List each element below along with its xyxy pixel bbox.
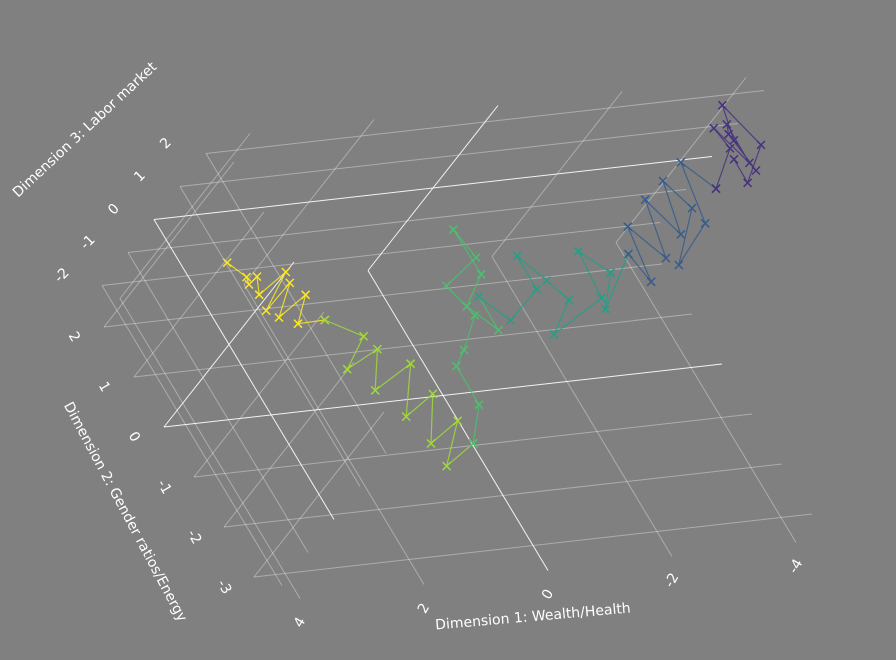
plot-area: [222, 100, 766, 471]
grid-line: [101, 222, 661, 286]
point-marker: [725, 143, 735, 153]
grid-line: [163, 363, 723, 428]
point-marker: [441, 281, 451, 291]
point-marker: [658, 176, 668, 186]
grid-line: [153, 156, 713, 220]
point-marker: [359, 331, 369, 341]
point-marker: [426, 438, 436, 449]
grid-line: [127, 189, 687, 253]
point-marker: [505, 315, 515, 325]
point-marker: [751, 165, 761, 176]
grid-line: [153, 219, 335, 520]
grid-line: [179, 123, 739, 187]
grid-line: [253, 513, 813, 578]
point-marker: [549, 329, 559, 340]
y-tick-label: -2: [184, 527, 205, 547]
point-marker: [687, 203, 697, 213]
point-marker: [700, 218, 710, 228]
point-marker: [406, 359, 416, 369]
trajectory-line: [445, 229, 499, 444]
grid-line: [193, 413, 753, 478]
point-marker: [661, 253, 671, 263]
point-marker: [281, 267, 291, 277]
point-marker: [596, 293, 606, 303]
point-marker: [370, 385, 380, 395]
point-marker: [474, 400, 484, 410]
point-marker: [342, 364, 352, 374]
point-marker: [401, 412, 411, 422]
point-marker: [252, 272, 262, 282]
grid-line: [133, 313, 693, 378]
point-marker: [640, 195, 650, 205]
point-marker: [623, 222, 633, 232]
point-marker: [493, 325, 503, 335]
point-marker: [532, 284, 542, 294]
grid-line: [223, 463, 783, 528]
grid-line: [243, 284, 425, 585]
y-tick-label: -3: [214, 577, 235, 597]
trajectory-line: [478, 249, 629, 335]
point-marker: [372, 344, 382, 354]
point-marker: [448, 225, 458, 235]
point-marker: [470, 310, 480, 320]
trajectory-line: [627, 160, 717, 283]
point-marker: [564, 295, 574, 305]
point-marker: [722, 119, 732, 129]
point-marker: [717, 100, 727, 110]
point-marker: [244, 279, 254, 290]
point-marker: [261, 306, 271, 316]
point-marker: [242, 272, 252, 282]
point-marker: [623, 249, 633, 259]
trajectory-line: [324, 319, 474, 468]
point-marker: [428, 389, 438, 399]
point-marker: [744, 158, 754, 168]
point-marker: [573, 246, 583, 256]
point-marker: [474, 292, 484, 302]
y-tick-label: -1: [154, 477, 175, 497]
point-marker: [711, 184, 721, 194]
point-marker: [676, 157, 686, 167]
point-marker: [471, 252, 481, 263]
point-marker: [301, 290, 311, 300]
grid-line: [179, 186, 361, 487]
point-marker: [462, 301, 472, 311]
point-marker: [468, 438, 478, 448]
point-marker: [676, 229, 686, 239]
grid-line: [127, 252, 309, 553]
point-marker: [476, 269, 486, 279]
grid-line: [615, 242, 797, 543]
point-marker: [756, 140, 766, 150]
point-marker: [274, 312, 284, 323]
point-marker: [709, 123, 719, 133]
point-marker: [646, 277, 656, 287]
point-marker: [600, 304, 610, 314]
point-marker: [542, 276, 552, 286]
point-marker: [222, 258, 232, 268]
grid-line: [205, 90, 765, 154]
grid-line: [119, 298, 301, 599]
point-marker: [729, 154, 739, 164]
point-marker: [674, 260, 684, 270]
point-marker: [453, 416, 463, 426]
x-tick-label: -2: [662, 570, 683, 590]
point-marker: [512, 251, 522, 261]
point-marker: [606, 268, 616, 278]
point-marker: [459, 345, 469, 355]
grid-line: [103, 263, 663, 328]
point-marker: [285, 278, 295, 288]
point-marker: [729, 135, 739, 145]
point-marker: [451, 361, 461, 371]
point-marker: [320, 315, 330, 325]
grid: [101, 77, 813, 599]
point-marker: [293, 319, 303, 329]
point-marker: [442, 461, 452, 471]
point-marker: [743, 178, 753, 188]
grid-line: [101, 285, 283, 586]
point-marker: [254, 290, 264, 300]
